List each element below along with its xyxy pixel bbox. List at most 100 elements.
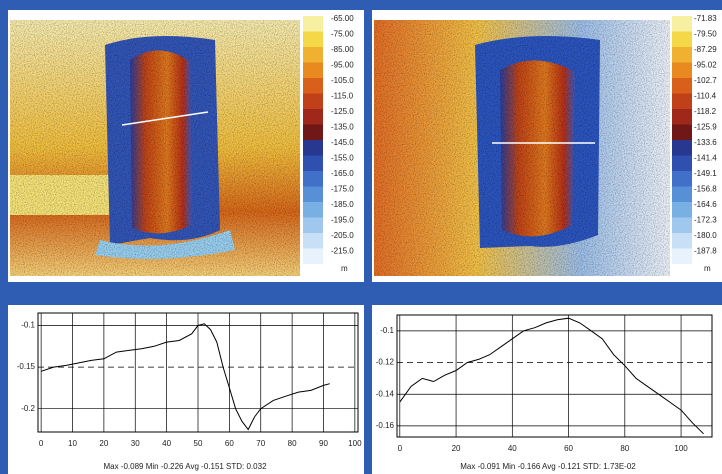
- colorbar-label: -164.6: [694, 200, 717, 209]
- x-tick-label: 20: [452, 444, 461, 453]
- x-tick-label: 40: [162, 439, 171, 448]
- x-tick-label: 50: [194, 439, 203, 448]
- stats-text: Max -0.091 Min -0.166 Avg -0.121 STD: 1.…: [460, 462, 636, 471]
- colorbar-label: -75.00: [331, 30, 354, 39]
- colorbar-swatch: [672, 31, 692, 47]
- y-tick-label: -0.12: [376, 358, 395, 367]
- colorbar-label: -125.9: [694, 123, 717, 132]
- x-tick-label: 70: [256, 439, 265, 448]
- x-tick-label: 20: [99, 439, 108, 448]
- x-tick-label: 0: [39, 439, 44, 448]
- colorbar-unit: m: [341, 264, 348, 273]
- profile-line: [40, 323, 330, 431]
- colorbar-label: -145.0: [331, 138, 354, 147]
- colorbar-swatch: [303, 233, 323, 249]
- colorbar-label: -135.0: [331, 123, 354, 132]
- colorbar-swatch: [672, 171, 692, 187]
- x-tick-label: 60: [564, 444, 573, 453]
- colorbar-swatch: [672, 93, 692, 109]
- colorbar-label: -87.29: [694, 45, 717, 54]
- colorbar-swatch: [303, 31, 323, 47]
- colorbar-swatch: [672, 124, 692, 140]
- colorbar-swatch: [672, 233, 692, 249]
- colorbar-swatch: [672, 202, 692, 218]
- x-tick-label: 60: [225, 439, 234, 448]
- x-tick-label: 10: [68, 439, 77, 448]
- stats-text: Max -0.089 Min -0.226 Avg -0.151 STD: 0.…: [103, 462, 267, 471]
- profile-line: [399, 317, 704, 435]
- colorbar-swatch: [672, 62, 692, 78]
- colorbar-label: -175.0: [331, 185, 354, 194]
- colorbar-label: -156.8: [694, 185, 717, 194]
- colorbar-label: -85.00: [331, 45, 354, 54]
- colorbar-swatch: [303, 78, 323, 94]
- panel: [8, 305, 364, 474]
- colorbar-swatch: [303, 109, 323, 125]
- colorbar-label: -65.00: [331, 14, 354, 23]
- colorbar-label: -105.0: [331, 76, 354, 85]
- colorbar-label: -102.7: [694, 76, 717, 85]
- colorbar-label: -95.00: [331, 61, 354, 70]
- colorbar-swatch: [672, 140, 692, 156]
- y-tick-label: -0.15: [17, 362, 36, 371]
- colorbar-swatch: [303, 16, 323, 32]
- colorbar-label: -215.0: [331, 247, 354, 256]
- colorbar-label: -172.3: [694, 216, 717, 225]
- y-tick-label: -0.1: [21, 321, 35, 330]
- colorbar-swatch: [303, 171, 323, 187]
- colorbar-swatch: [303, 47, 323, 63]
- colorbar-swatch: [672, 109, 692, 125]
- colorbar-unit: m: [704, 264, 711, 273]
- x-tick-label: 80: [288, 439, 297, 448]
- x-tick-label: 80: [620, 444, 629, 453]
- colorbar-label: -71.83: [694, 14, 717, 23]
- plot-frame: [396, 314, 713, 438]
- colorbar-label: -195.0: [331, 216, 354, 225]
- panel: [372, 305, 722, 474]
- colorbar-label: -185.0: [331, 200, 354, 209]
- y-tick-label: -0.14: [376, 389, 395, 398]
- colorbar-swatch: [303, 124, 323, 140]
- colorbar-label: -79.50: [694, 30, 717, 39]
- y-tick-label: -0.2: [21, 404, 35, 413]
- colorbar-swatch: [303, 186, 323, 202]
- colorbar-swatch: [672, 248, 692, 264]
- x-tick-label: 100: [348, 439, 362, 448]
- colorbar-label: -205.0: [331, 231, 354, 240]
- colorbar-label: -133.6: [694, 138, 717, 147]
- colorbar-label: -180.0: [694, 231, 717, 240]
- colorbar-swatch: [672, 217, 692, 233]
- x-tick-label: 40: [508, 444, 517, 453]
- colorbar-swatch: [672, 47, 692, 63]
- colorbar-label: -149.1: [694, 169, 717, 178]
- colorbar-label: -110.4: [694, 92, 717, 101]
- colorbar-label: -115.0: [331, 92, 354, 101]
- colorbar-swatch: [303, 155, 323, 171]
- x-tick-label: 90: [319, 439, 328, 448]
- colorbar-swatch: [303, 62, 323, 78]
- colorbar-swatch: [303, 93, 323, 109]
- colorbar-label: -95.02: [694, 61, 717, 70]
- colorbar-label: -187.8: [694, 247, 717, 256]
- thermal-image: [10, 20, 670, 276]
- arrow: [121, 111, 209, 126]
- colorbar-swatch: [672, 16, 692, 32]
- colorbar-label: -118.2: [694, 107, 717, 116]
- colorbar-swatch: [303, 248, 323, 264]
- colorbar-label: -141.4: [694, 154, 717, 163]
- y-tick-label: -0.16: [376, 421, 395, 430]
- colorbar-label: -155.0: [331, 154, 354, 163]
- colorbar-swatch: [303, 217, 323, 233]
- x-tick-label: 0: [398, 444, 403, 453]
- colorbar-label: -125.0: [331, 107, 354, 116]
- colorbar-swatch: [303, 140, 323, 156]
- colorbar-label: -165.0: [331, 169, 354, 178]
- colorbar-swatch: [303, 202, 323, 218]
- colorbar-swatch: [672, 186, 692, 202]
- colorbar-swatch: [672, 155, 692, 171]
- y-tick-label: -0.1: [380, 326, 394, 335]
- colorbar-swatch: [672, 78, 692, 94]
- x-tick-label: 30: [131, 439, 140, 448]
